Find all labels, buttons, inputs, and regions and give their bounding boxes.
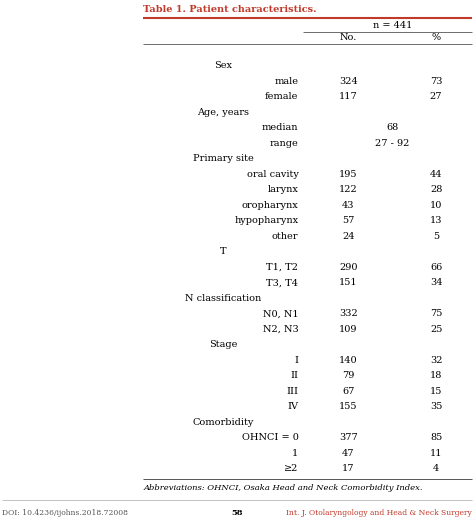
Text: N0, N1: N0, N1 <box>263 309 299 319</box>
Text: Primary site: Primary site <box>193 154 254 163</box>
Text: larynx: larynx <box>267 185 299 194</box>
Text: T3, T4: T3, T4 <box>266 278 299 287</box>
Text: 18: 18 <box>430 371 442 380</box>
Text: 32: 32 <box>430 356 442 365</box>
Text: 25: 25 <box>430 325 442 334</box>
Text: No.: No. <box>340 33 357 42</box>
Text: 4: 4 <box>433 464 439 473</box>
Text: I: I <box>294 356 299 365</box>
Text: DOI: 10.4236/ijohns.2018.72008: DOI: 10.4236/ijohns.2018.72008 <box>2 509 128 517</box>
Text: 155: 155 <box>339 402 358 411</box>
Text: Age, years: Age, years <box>197 108 249 117</box>
Text: range: range <box>270 139 299 148</box>
Text: 11: 11 <box>430 449 442 458</box>
Text: 117: 117 <box>339 92 358 101</box>
Text: 68: 68 <box>386 123 398 132</box>
Text: Comorbidity: Comorbidity <box>192 418 254 427</box>
Text: 151: 151 <box>339 278 358 287</box>
Text: 43: 43 <box>342 201 355 210</box>
Text: 58: 58 <box>231 509 243 517</box>
Text: OHNCI = 0: OHNCI = 0 <box>242 433 299 442</box>
Text: %: % <box>431 33 441 42</box>
Text: 47: 47 <box>342 449 355 458</box>
Text: 195: 195 <box>339 170 358 179</box>
Text: oropharynx: oropharynx <box>242 201 299 210</box>
Text: male: male <box>274 77 299 86</box>
Text: 15: 15 <box>430 386 442 396</box>
Text: Abbreviations: OHNCI, Osaka Head and Neck Comorbidity Index.: Abbreviations: OHNCI, Osaka Head and Nec… <box>143 483 423 492</box>
Text: n = 441: n = 441 <box>373 20 412 29</box>
Text: Stage: Stage <box>209 340 237 349</box>
Text: Sex: Sex <box>214 61 232 70</box>
Text: 34: 34 <box>430 278 442 287</box>
Text: hypopharynx: hypopharynx <box>234 216 299 225</box>
Text: oral cavity: oral cavity <box>246 170 299 179</box>
Text: 377: 377 <box>339 433 358 442</box>
Text: 67: 67 <box>342 386 355 396</box>
Text: 324: 324 <box>339 77 358 86</box>
Text: 57: 57 <box>342 216 355 225</box>
Text: female: female <box>265 92 299 101</box>
Text: T: T <box>220 247 227 256</box>
Text: 1: 1 <box>292 449 299 458</box>
Text: 109: 109 <box>339 325 358 334</box>
Text: 28: 28 <box>430 185 442 194</box>
Text: 85: 85 <box>430 433 442 442</box>
Text: 79: 79 <box>342 371 355 380</box>
Text: N classification: N classification <box>185 294 261 303</box>
Text: 27: 27 <box>430 92 442 101</box>
Text: 24: 24 <box>342 232 355 241</box>
Text: 290: 290 <box>339 263 358 272</box>
Text: median: median <box>262 123 299 132</box>
Text: 10: 10 <box>430 201 442 210</box>
Text: 122: 122 <box>339 185 358 194</box>
Text: III: III <box>286 386 299 396</box>
Text: Int. J. Otolaryngology and Head & Neck Surgery: Int. J. Otolaryngology and Head & Neck S… <box>286 509 472 517</box>
Text: II: II <box>291 371 299 380</box>
Text: N2, N3: N2, N3 <box>263 325 299 334</box>
Text: 5: 5 <box>433 232 439 241</box>
Text: T1, T2: T1, T2 <box>266 263 299 272</box>
Text: 13: 13 <box>430 216 442 225</box>
Text: 73: 73 <box>430 77 442 86</box>
Text: 332: 332 <box>339 309 358 319</box>
Text: 140: 140 <box>339 356 358 365</box>
Text: 66: 66 <box>430 263 442 272</box>
Text: ≥2: ≥2 <box>284 464 299 473</box>
Text: Table 1. Patient characteristics.: Table 1. Patient characteristics. <box>143 5 317 14</box>
Text: 27 - 92: 27 - 92 <box>375 139 410 148</box>
Text: IV: IV <box>287 402 299 411</box>
Text: 44: 44 <box>430 170 442 179</box>
Text: 17: 17 <box>342 464 355 473</box>
Text: 35: 35 <box>430 402 442 411</box>
Text: 75: 75 <box>430 309 442 319</box>
Text: other: other <box>272 232 299 241</box>
